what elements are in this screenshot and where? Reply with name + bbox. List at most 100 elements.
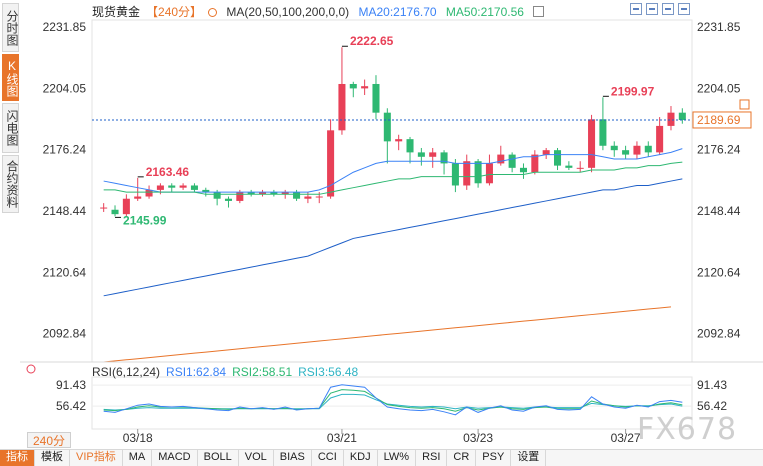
- candle-body: [678, 112, 686, 120]
- rsi3-value: RSI3:56.48: [298, 365, 359, 379]
- rsi-settings-icon: [26, 364, 36, 374]
- candle-body: [542, 150, 550, 155]
- candle-body: [315, 196, 323, 198]
- indicator-tab-12[interactable]: CR: [447, 450, 477, 466]
- candle-body: [236, 192, 244, 201]
- price-tick-left-0: 2231.85: [43, 20, 87, 34]
- candle-body: [406, 139, 414, 153]
- chart-header: 现货黄金 【240分】 MA(20,50,100,200,0,0) MA20:21…: [92, 3, 550, 19]
- expand-icon[interactable]: [678, 3, 690, 15]
- ma-settings-icon[interactable]: [208, 8, 218, 17]
- rsi-tick-left-1: 56.42: [56, 399, 86, 413]
- candle-body: [610, 145, 618, 151]
- price-tick-left-5: 2092.84: [43, 327, 87, 341]
- fx678-watermark: FX678: [637, 412, 738, 447]
- indicator-tab-7[interactable]: BIAS: [274, 450, 312, 466]
- zoom-in-icon[interactable]: [662, 3, 674, 15]
- candle-body: [281, 192, 289, 195]
- ma20-value: MA20:2176.70: [358, 5, 437, 19]
- candle-body: [497, 154, 505, 164]
- ma-toggle-checkbox[interactable]: [533, 6, 545, 17]
- candle-body: [168, 185, 176, 188]
- indicator-tab-10[interactable]: LW%: [378, 450, 417, 466]
- price-tick-right-5: 2092.84: [697, 327, 741, 341]
- ma200-line: [103, 306, 672, 363]
- sidebar-tab-2[interactable]: 闪电图: [2, 103, 19, 153]
- candle-body: [622, 150, 630, 155]
- indicator-tab-1[interactable]: 模板: [35, 450, 70, 466]
- indicator-tab-2[interactable]: VIP指标: [70, 450, 123, 466]
- candle-body: [395, 139, 403, 142]
- current-price-box: [692, 111, 752, 129]
- alert-bell-icon: [739, 99, 750, 110]
- candle-body: [485, 163, 493, 184]
- indicator-tab-13[interactable]: PSY: [476, 450, 512, 466]
- indicator-tab-9[interactable]: KDJ: [344, 450, 378, 466]
- candle-body: [451, 163, 459, 186]
- candle-body: [633, 145, 641, 155]
- price-tick-left-4: 2120.64: [43, 265, 87, 279]
- ma-label: MA(20,50,100,200,0,0): [226, 5, 350, 19]
- candle-body: [349, 83, 357, 89]
- x-label-3: 03/27: [611, 431, 641, 445]
- candle-body: [304, 196, 312, 199]
- rsi-tick-right-1: 56.42: [697, 399, 727, 413]
- sidebar-tab-1[interactable]: K线图: [2, 54, 19, 101]
- crosshair-icon[interactable]: [630, 3, 642, 15]
- candle-body: [179, 185, 187, 188]
- indicator-tab-5[interactable]: BOLL: [198, 450, 239, 466]
- indicator-tab-3[interactable]: MA: [123, 450, 153, 466]
- candle-body: [372, 83, 380, 113]
- rsi-header: RSI(6,12,24) RSI1:62.84 RSI2:58.51 RSI3:56.…: [92, 365, 358, 379]
- period-selector-button[interactable]: 240分: [27, 432, 71, 448]
- indicator-tab-8[interactable]: CCI: [312, 450, 344, 466]
- rsi2-value: RSI2:58.51: [232, 365, 293, 379]
- ma20-line: [103, 148, 683, 193]
- price-tick-left-2: 2176.24: [43, 143, 87, 157]
- indicator-tab-0[interactable]: 指标: [0, 450, 35, 466]
- indicator-tab-4[interactable]: MACD: [152, 450, 198, 466]
- price-tick-right-0: 2231.85: [697, 20, 741, 34]
- candlestick-chart[interactable]: 2231.85 2231.85 2204.05 2204.05 2176.24 2176.…: [0, 0, 763, 450]
- indicator-tab-11[interactable]: RSI: [416, 450, 448, 466]
- price-tick-right-4: 2120.64: [697, 265, 741, 279]
- candle-body: [429, 152, 437, 157]
- candle-body: [327, 130, 335, 197]
- rsi-label: RSI(6,12,24): [92, 365, 161, 379]
- rsi1-value: RSI1:62.84: [166, 365, 227, 379]
- candle-body: [474, 161, 482, 184]
- period-label: 【240分】: [146, 5, 203, 19]
- candle-body: [383, 112, 391, 142]
- price-tick-right-3: 2148.44: [697, 204, 741, 218]
- zoom-out-icon[interactable]: [646, 3, 658, 15]
- candle-body: [145, 189, 153, 197]
- candle-body: [588, 119, 596, 168]
- rsi1-line: [103, 384, 683, 416]
- candle-body: [519, 167, 527, 173]
- instrument-title: 现货黄金: [92, 5, 141, 19]
- candle-body: [644, 145, 652, 153]
- candle-body: [508, 154, 516, 168]
- indicator-tab-6[interactable]: VOL: [239, 450, 274, 466]
- candle-body: [599, 119, 607, 146]
- annotation-high_1: 2222.65: [350, 34, 394, 48]
- candle-body: [122, 198, 130, 215]
- current-price-label: 2189.69: [697, 113, 741, 127]
- rsi-tick-left-0: 91.43: [56, 378, 86, 392]
- sidebar-tab-3[interactable]: 合约资料: [2, 155, 19, 213]
- candle-body: [270, 192, 278, 195]
- candle-body: [259, 192, 267, 195]
- candle-body: [111, 209, 119, 215]
- candle-body: [247, 192, 255, 195]
- candle-body: [156, 185, 164, 190]
- ma50-value: MA50:2170.56: [445, 5, 524, 19]
- candle-body: [667, 112, 675, 126]
- candle-body: [417, 152, 425, 157]
- sidebar-tab-0[interactable]: 分时图: [2, 3, 19, 52]
- annotation-low_1: 2145.99: [123, 213, 167, 227]
- candle-body: [440, 152, 448, 164]
- indicator-tab-14[interactable]: 设置: [511, 450, 547, 466]
- price-tick-left-3: 2148.44: [43, 204, 87, 218]
- candle-body: [100, 207, 108, 209]
- price-tick-right-1: 2204.05: [697, 81, 741, 95]
